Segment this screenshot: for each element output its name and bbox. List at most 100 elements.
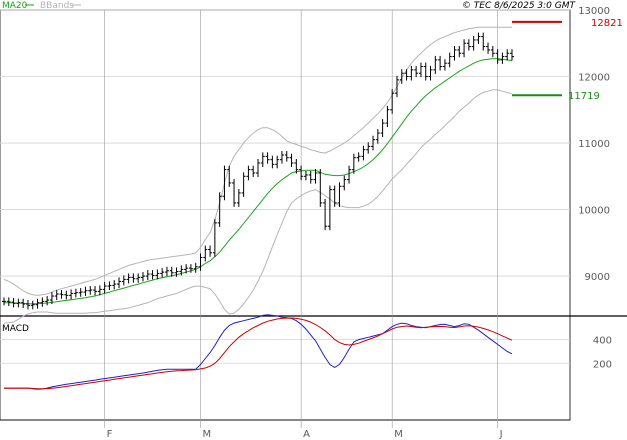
price-bar-74 bbox=[356, 152, 361, 162]
price-bar-18 bbox=[88, 286, 93, 295]
price-bar-53 bbox=[256, 159, 260, 177]
price-bar-68 bbox=[327, 185, 332, 231]
price-bars bbox=[2, 32, 514, 310]
price-bar-60 bbox=[289, 153, 294, 167]
price-bar-58 bbox=[279, 151, 284, 164]
price-bar-104 bbox=[500, 52, 505, 64]
price-bar-78 bbox=[375, 129, 380, 144]
month-label-M-3: M bbox=[394, 429, 403, 440]
price-bar-24 bbox=[117, 277, 122, 289]
price-tick-label-9000: 9000 bbox=[585, 272, 610, 283]
price-bar-51 bbox=[246, 165, 251, 181]
bollinger-bands bbox=[3, 26, 513, 324]
price-bar-37 bbox=[179, 265, 184, 276]
price-bar-20 bbox=[97, 285, 102, 296]
price-bar-35 bbox=[169, 266, 174, 277]
price-panel bbox=[0, 9, 571, 317]
price-bar-57 bbox=[275, 155, 280, 169]
price-bar-103 bbox=[495, 49, 500, 64]
price-bar-6 bbox=[30, 300, 35, 310]
price-bar-50 bbox=[241, 172, 246, 197]
price-bar-55 bbox=[265, 152, 270, 164]
month-label-A-2: A bbox=[303, 429, 310, 440]
price-bar-46 bbox=[222, 165, 227, 201]
price-bar-41 bbox=[198, 253, 203, 271]
price-bar-9 bbox=[45, 296, 50, 306]
price-bar-45 bbox=[217, 192, 222, 227]
copyright-label: © TEC 8/6/2025 3:0 GMT bbox=[462, 1, 577, 11]
price-bar-19 bbox=[93, 286, 98, 296]
price-bar-52 bbox=[251, 165, 256, 177]
price-bar-48 bbox=[232, 178, 237, 207]
price-bar-70 bbox=[337, 182, 342, 207]
price-bar-88 bbox=[423, 62, 428, 81]
price-bar-102 bbox=[490, 45, 495, 58]
price-bar-105 bbox=[505, 49, 510, 61]
macd-panel bbox=[0, 315, 571, 421]
price-bar-61 bbox=[294, 159, 299, 174]
price-bar-0 bbox=[2, 297, 6, 306]
month-label-J-4: J bbox=[499, 429, 503, 440]
price-bar-69 bbox=[332, 185, 337, 207]
price-bar-47 bbox=[227, 165, 232, 187]
price-bar-15 bbox=[73, 288, 78, 298]
price-bar-21 bbox=[102, 282, 107, 294]
price-bar-38 bbox=[184, 264, 189, 274]
month-label-F-0: F bbox=[107, 429, 113, 440]
price-tick-label-12000: 12000 bbox=[578, 73, 610, 84]
price-bar-75 bbox=[361, 145, 366, 161]
price-tick-label-13000: 13000 bbox=[578, 6, 610, 17]
price-bar-83 bbox=[399, 69, 404, 84]
price-bar-66 bbox=[318, 168, 323, 207]
price-bar-34 bbox=[164, 266, 169, 277]
price-bar-29 bbox=[140, 272, 145, 282]
price-bar-31 bbox=[150, 270, 155, 280]
price-bar-67 bbox=[323, 198, 328, 231]
price-bar-87 bbox=[418, 62, 423, 78]
macd-series bbox=[4, 314, 513, 390]
price-bar-101 bbox=[486, 42, 491, 54]
price-bar-64 bbox=[308, 170, 313, 184]
signal-line bbox=[4, 317, 513, 390]
price-bar-2 bbox=[11, 298, 16, 308]
price-bar-95 bbox=[457, 45, 462, 58]
price-tick-label-11000: 11000 bbox=[578, 139, 610, 150]
macd-tick-label-200: 200 bbox=[593, 359, 612, 370]
price-bar-56 bbox=[270, 155, 275, 169]
price-bar-89 bbox=[428, 65, 433, 81]
price-bar-44 bbox=[212, 218, 217, 257]
price-bar-40 bbox=[193, 262, 198, 273]
price-bar-26 bbox=[126, 273, 131, 284]
legend-ma20: MA20 bbox=[2, 1, 28, 11]
price-bar-42 bbox=[203, 245, 208, 262]
month-label-M-1: M bbox=[202, 429, 211, 440]
price-bar-14 bbox=[69, 289, 74, 300]
price-bar-22 bbox=[107, 281, 112, 291]
price-bar-8 bbox=[40, 297, 45, 307]
macd-title: MACD bbox=[2, 324, 29, 334]
price-bar-3 bbox=[16, 298, 21, 308]
price-bar-106 bbox=[510, 49, 514, 61]
price-bar-36 bbox=[174, 267, 179, 277]
price-bar-98 bbox=[471, 35, 476, 51]
price-bar-16 bbox=[78, 288, 83, 297]
price-bar-43 bbox=[208, 245, 213, 257]
price-bar-79 bbox=[380, 119, 385, 138]
price-bar-72 bbox=[347, 165, 352, 184]
price-bar-86 bbox=[414, 65, 419, 78]
price-tick-label-10000: 10000 bbox=[578, 206, 610, 217]
price-bar-59 bbox=[284, 151, 289, 162]
price-bar-49 bbox=[236, 188, 241, 207]
price-bar-81 bbox=[390, 89, 395, 114]
price-bar-71 bbox=[342, 175, 347, 191]
support-level-label: 11719 bbox=[568, 91, 600, 102]
price-levels: 12821 11719 bbox=[512, 18, 623, 102]
price-bar-80 bbox=[385, 105, 390, 128]
bband-upper-line bbox=[3, 26, 512, 296]
price-bar-12 bbox=[59, 290, 64, 299]
macd-tick-label-400: 400 bbox=[593, 336, 612, 347]
price-bar-54 bbox=[260, 152, 265, 167]
